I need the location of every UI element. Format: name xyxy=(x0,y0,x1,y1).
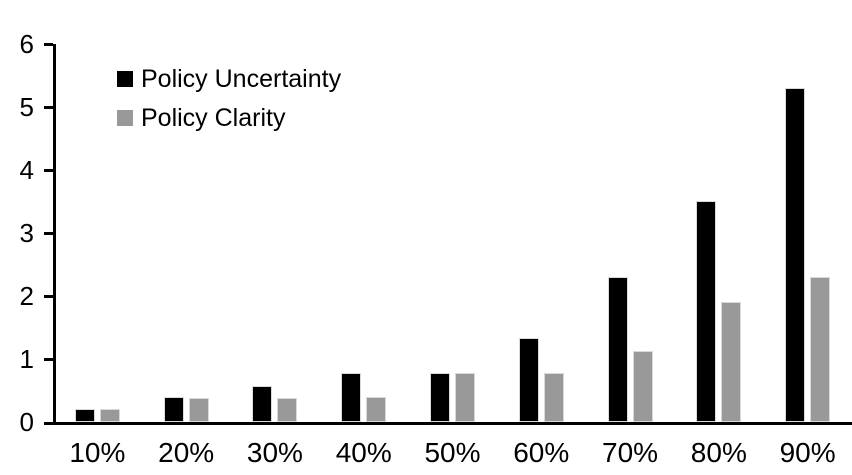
bar-policy-uncertainty-40 xyxy=(341,373,361,422)
bar-policy-uncertainty-20 xyxy=(164,397,184,422)
y-tick-3 xyxy=(44,232,53,235)
bar-policy-clarity-90 xyxy=(810,277,830,422)
bar-policy-clarity-60 xyxy=(544,373,564,422)
x-tick-label-20: 20% xyxy=(158,437,215,468)
y-tick-label-4: 4 xyxy=(19,155,34,185)
y-tick-1 xyxy=(44,358,53,361)
y-tick-label-3: 3 xyxy=(19,218,34,248)
bar-policy-uncertainty-60 xyxy=(519,338,539,422)
x-tick-label-60: 60% xyxy=(513,437,570,468)
bar-policy-clarity-70 xyxy=(633,351,653,422)
y-tick-label-5: 5 xyxy=(19,92,34,122)
legend-label-policy-clarity: Policy Clarity xyxy=(141,104,286,132)
y-tick-6 xyxy=(44,43,53,46)
y-tick-4 xyxy=(44,169,53,172)
bar-policy-uncertainty-80 xyxy=(696,201,716,422)
bar-policy-uncertainty-30 xyxy=(252,386,272,422)
y-tick-label-1: 1 xyxy=(19,344,34,374)
bar-policy-uncertainty-70 xyxy=(608,277,628,422)
y-tick-label-2: 2 xyxy=(19,281,34,311)
x-axis-line xyxy=(44,422,852,425)
x-tick-label-80: 80% xyxy=(690,437,747,468)
bar-policy-clarity-20 xyxy=(189,398,209,422)
x-tick-label-30: 30% xyxy=(246,437,303,468)
legend-swatch-policy-uncertainty-icon xyxy=(117,71,133,87)
y-axis-line xyxy=(53,44,56,425)
y-tick-label-0: 0 xyxy=(19,407,34,437)
y-tick-5 xyxy=(44,106,53,109)
bar-policy-uncertainty-50 xyxy=(430,373,450,422)
y-tick-2 xyxy=(44,295,53,298)
legend-label-policy-uncertainty: Policy Uncertainty xyxy=(141,65,342,93)
bar-policy-uncertainty-10 xyxy=(75,409,95,422)
bar-policy-clarity-30 xyxy=(277,398,297,422)
x-tick-label-50: 50% xyxy=(424,437,481,468)
bar-policy-uncertainty-90 xyxy=(785,88,805,422)
bar-policy-clarity-40 xyxy=(366,397,386,422)
bar-policy-clarity-80 xyxy=(721,302,741,422)
legend-item-policy-clarity: Policy Clarity xyxy=(117,103,285,133)
x-tick-label-40: 40% xyxy=(335,437,392,468)
legend-item-policy-uncertainty: Policy Uncertainty xyxy=(117,64,341,94)
legend-swatch-policy-clarity-icon xyxy=(117,110,133,126)
x-tick-label-70: 70% xyxy=(602,437,659,468)
x-tick-label-10: 10% xyxy=(69,437,126,468)
bar-policy-clarity-50 xyxy=(455,373,475,422)
y-tick-label-6: 6 xyxy=(19,29,34,59)
x-tick-label-90: 90% xyxy=(779,437,836,468)
bar-policy-clarity-10 xyxy=(100,409,120,422)
